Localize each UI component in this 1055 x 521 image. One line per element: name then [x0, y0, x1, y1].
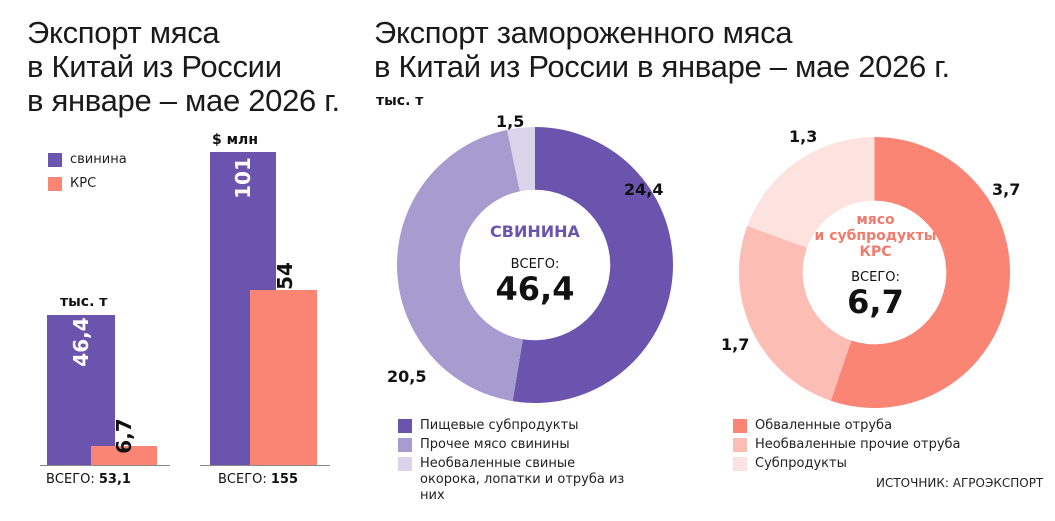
donut-pork-slice-label-2: 20,5: [387, 367, 427, 386]
left-title-line-2: в Китай из России: [27, 49, 282, 84]
donut-pork-legend-label-2: Прочее мясо свинины: [420, 437, 570, 452]
left-title-line-3: в январе – мае 2026 г.: [27, 83, 340, 118]
donut-beef-total-label: ВСЕГО:: [851, 270, 900, 285]
donut-pork-legend-item-3: Необваленные свиные окорока, лопатки и о…: [398, 456, 638, 504]
donut-beef-slice-1: [830, 137, 1010, 408]
bar-chart-2-pork-value: 101: [231, 157, 255, 199]
bar-chart-1-pork-value: 46,4: [69, 317, 93, 367]
legend-label-beef: КРС: [70, 176, 97, 191]
bar-chart-2-beef-bar: [250, 290, 317, 465]
donut-pork-total-value: 46,4: [495, 270, 575, 308]
bar-chart-1-beef-bar: [91, 446, 157, 465]
bar-chart-2-unit: $ млн: [212, 132, 258, 148]
donut-beef-center: мясо и субпродукты КРС ВСЕГО: 6,7: [803, 212, 948, 319]
donut-pork-center: СВИНИНА ВСЕГО: 46,4: [460, 222, 610, 306]
left-title: Экспорт мяса в Китай из России в январе …: [27, 16, 340, 118]
bar-legend: свинина КРС: [48, 152, 127, 192]
bar-chart-2-total-label: ВСЕГО:: [218, 472, 267, 487]
donut-pork-legend-swatch-1: [398, 419, 412, 433]
source-note: ИСТОЧНИК: АГРОЭКСПОРТ: [876, 476, 1044, 490]
donut-beef-legend-item-2: Необваленные прочие отруба: [733, 437, 983, 453]
legend-item-pork: свинина: [48, 152, 127, 168]
donut-beef-slice-3: [747, 137, 875, 248]
donut-pork-total-label: ВСЕГО:: [510, 257, 560, 272]
bar-chart-1-total-label: ВСЕГО:: [46, 472, 95, 487]
donut-pork-slice-label-1: 24,4: [624, 180, 664, 199]
donut-pork-center-title: СВИНИНА: [490, 222, 580, 241]
bar-chart-2-total: ВСЕГО: 155: [218, 472, 298, 487]
bar-chart-1-total: ВСЕГО: 53,1: [46, 472, 131, 487]
legend-swatch-beef: [48, 177, 62, 191]
donut-pork-slice-2: [396, 129, 523, 402]
donut-pork-legend-swatch-2: [398, 438, 412, 452]
donut-pork-slice-3: [507, 127, 535, 192]
donut-beef-total-value: 6,7: [847, 283, 904, 321]
donut-beef-legend: Обваленные отруба Необваленные прочие от…: [733, 418, 983, 472]
donut-pork-slice-1: [512, 127, 673, 403]
donut-beef-legend-item-3: Субпродукты: [733, 456, 983, 472]
bar-chart-2-baseline: [200, 465, 330, 466]
donut-pork-legend-label-1: Пищевые субпродукты: [420, 418, 579, 433]
bar-chart-2-beef-value: 54: [273, 262, 297, 290]
donut-pork-slice-label-3: 1,5: [496, 112, 525, 131]
right-title-line-2: в Китай из России в январе – мае 2026 г.: [374, 49, 950, 84]
legend-label-pork: свинина: [70, 152, 127, 167]
right-title-line-1: Экспорт замороженного мяса: [374, 15, 793, 50]
donut-pork-legend-item-2: Прочее мясо свинины: [398, 437, 668, 453]
donut-chart-pork: [396, 127, 673, 403]
donut-beef-slice-label-3: 1,3: [789, 127, 818, 146]
bar-chart-1-pork-bar: [47, 315, 115, 465]
bar-chart-1-beef-value: 6,7: [112, 418, 136, 454]
donut-beef-slice-label-2: 1,7: [721, 335, 750, 354]
donut-beef-legend-swatch-3: [733, 457, 747, 471]
donut-beef-slice-label-1: 3,7: [992, 180, 1021, 199]
donut-beef-legend-label-1: Обваленные отруба: [755, 418, 893, 433]
legend-item-beef: КРС: [48, 176, 127, 192]
left-title-line-1: Экспорт мяса: [27, 15, 220, 50]
legend-swatch-pork: [48, 153, 62, 167]
donut-beef-legend-swatch-1: [733, 419, 747, 433]
donut-beef-legend-swatch-2: [733, 438, 747, 452]
donut-unit: тыс. т: [376, 93, 424, 109]
donut-beef-slice-2: [739, 225, 852, 401]
right-title: Экспорт замороженного мяса в Китай из Ро…: [374, 16, 950, 84]
donut-beef-center-title: мясо и субпродукты КРС: [814, 212, 937, 260]
donut-pork-legend-item-1: Пищевые субпродукты: [398, 418, 668, 434]
donut-chart-beef: [739, 137, 1010, 408]
bar-chart-1-baseline: [40, 465, 170, 466]
bar-chart-2-total-value: 155: [270, 472, 299, 487]
donut-pork-legend: Пищевые субпродукты Прочее мясо свинины …: [398, 418, 668, 504]
bar-chart-1-total-value: 53,1: [98, 472, 131, 487]
donut-beef-legend-item-1: Обваленные отруба: [733, 418, 983, 434]
donut-beef-legend-label-3: Субпродукты: [755, 456, 847, 471]
donut-pork-legend-swatch-3: [398, 457, 412, 471]
donut-beef-legend-label-2: Необваленные прочие отруба: [755, 437, 961, 452]
donut-pork-legend-label-3: Необваленные свиные окорока, лопатки и о…: [420, 456, 625, 503]
bar-chart-1-unit: тыс. т: [60, 294, 108, 310]
